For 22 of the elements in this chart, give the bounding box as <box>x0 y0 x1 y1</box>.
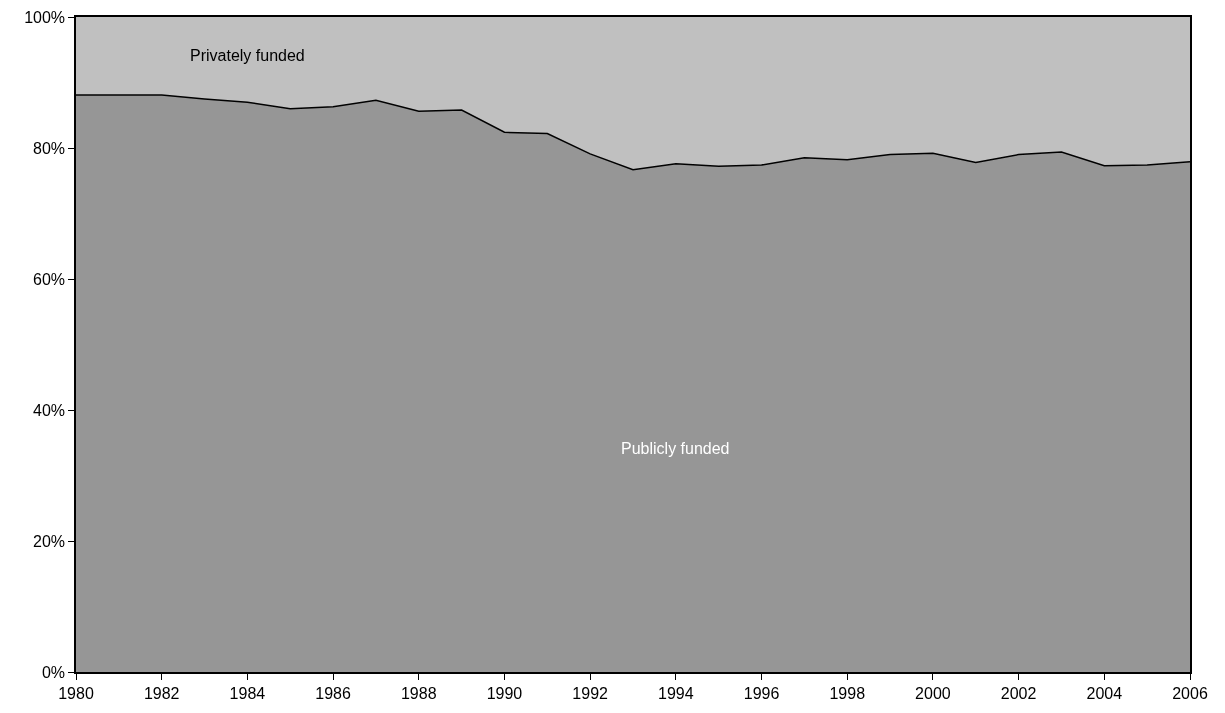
x-tick-label: 2000 <box>915 684 951 702</box>
x-tick-label: 1996 <box>743 684 780 702</box>
x-tick-label: 1992 <box>572 684 609 702</box>
y-tick-label: 100% <box>24 8 66 26</box>
y-tick-label: 0% <box>41 663 66 681</box>
y-tick-label: 40% <box>33 401 66 419</box>
x-tick-label: 1982 <box>143 684 180 702</box>
series-label: Privately funded <box>190 47 305 64</box>
y-tick-label: 60% <box>33 270 66 288</box>
x-tick-label: 1988 <box>400 684 437 702</box>
x-tick-label: 1986 <box>315 684 351 702</box>
x-tick-label: 1998 <box>829 684 866 702</box>
y-tick-label: 80% <box>33 139 66 157</box>
x-tick-label: 1984 <box>229 684 266 702</box>
x-tick-label: 1994 <box>658 684 694 702</box>
x-tick-label: 2004 <box>1086 684 1123 702</box>
series-label: Publicly funded <box>621 440 730 457</box>
x-tick-label: 1990 <box>486 684 523 702</box>
x-tick-label: 2006 <box>1172 684 1208 702</box>
y-tick-label: 20% <box>33 532 66 550</box>
x-tick-label: 1980 <box>58 684 94 702</box>
x-tick-label: 2002 <box>1000 684 1037 702</box>
